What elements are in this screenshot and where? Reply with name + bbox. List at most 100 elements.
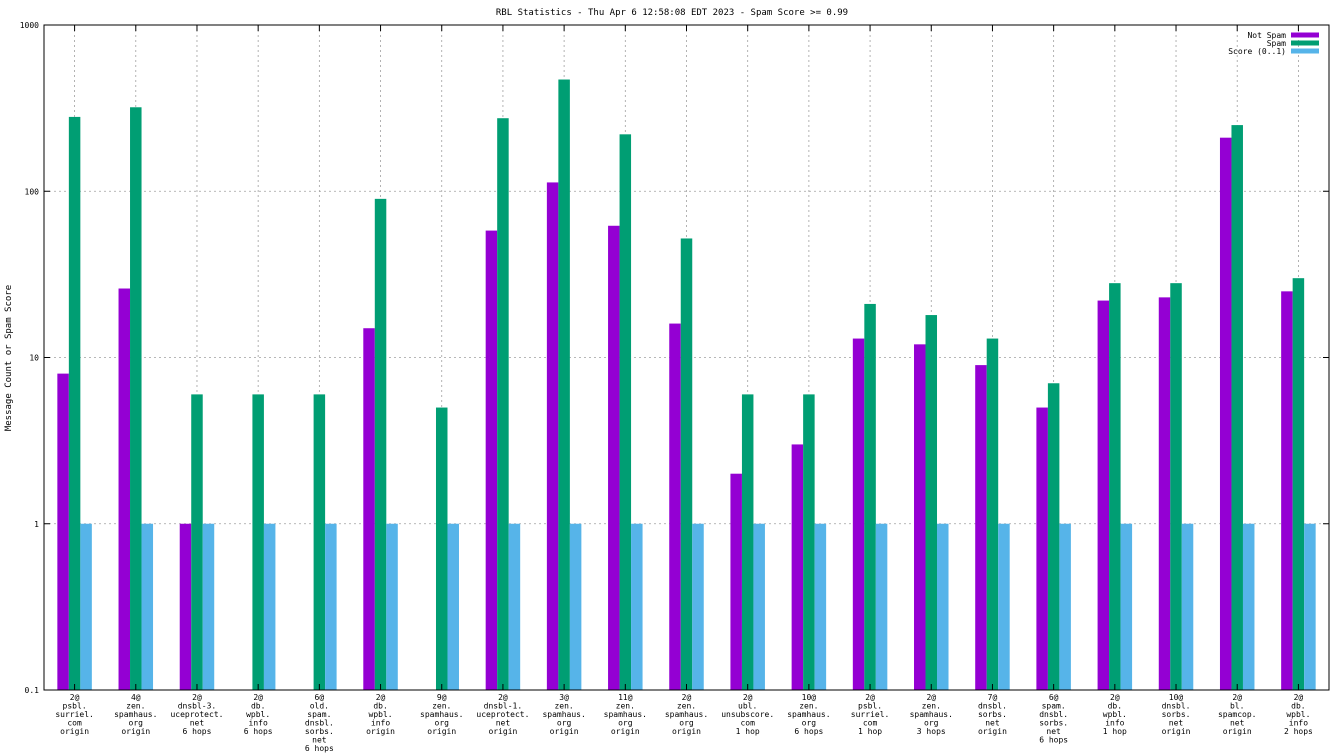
x-category-label: origin [611, 727, 640, 736]
bar-spam [1047, 383, 1060, 690]
x-category-label: net [1169, 719, 1184, 728]
bar-not-spam [57, 373, 69, 690]
x-category-label: org [557, 719, 572, 728]
bar-score [1059, 523, 1071, 690]
y-tick-label: 1 [34, 520, 39, 529]
x-category-label: 2 hops [1284, 727, 1313, 736]
x-category-label: origin [427, 727, 456, 736]
x-category-label: 6@ [315, 693, 325, 702]
bar-spam [1292, 278, 1305, 690]
x-category-label: origin [978, 727, 1007, 736]
x-category-label: origin [488, 727, 517, 736]
x-category-label: zen. [432, 702, 451, 711]
bar-spam [435, 407, 448, 690]
bar-not-spam [669, 323, 681, 690]
bar-not-spam [1097, 300, 1110, 690]
x-category-label: dnsbl-1. [484, 702, 523, 711]
bar-not-spam [730, 473, 742, 690]
x-category-label: spamhaus. [787, 710, 830, 719]
bar-spam [1109, 283, 1121, 690]
x-category-label: 2@ [743, 693, 753, 702]
x-category-label: 6 hops [244, 727, 273, 736]
x-category-label: 2@ [376, 693, 386, 702]
x-category-label: wpbl. [1103, 710, 1127, 719]
x-category-label: bl. [1230, 702, 1244, 711]
x-category-label: 6 hops [183, 727, 212, 736]
x-category-label: psbl. [63, 702, 87, 711]
y-tick-label: 0.1 [25, 686, 40, 695]
x-category-label: 10@ [1169, 693, 1184, 702]
bar-not-spam [1036, 407, 1048, 690]
bar-score [631, 523, 643, 690]
x-category-label: 4@ [131, 693, 141, 702]
x-category-label: zen. [677, 702, 696, 711]
x-category-label: 1 hop [858, 727, 882, 736]
x-category-label: 9@ [437, 693, 447, 702]
legend-label: Spam [1267, 39, 1286, 48]
x-category-label: spamhaus. [910, 710, 953, 719]
x-category-label: origin [1223, 727, 1252, 736]
bar-spam [497, 118, 509, 690]
y-tick-label: 10 [29, 354, 39, 363]
x-category-label: ubl. [738, 702, 757, 711]
x-category-label: net [312, 736, 327, 745]
x-category-label: wpbl. [1286, 710, 1310, 719]
x-category-label: net [985, 719, 1000, 728]
x-category-label: net [1046, 727, 1061, 736]
x-category-label: org [618, 719, 633, 728]
bar-score [386, 523, 398, 690]
x-category-label: 1 hop [1103, 727, 1127, 736]
bar-spam [986, 338, 999, 690]
bar-score [569, 523, 582, 690]
x-category-label: 2@ [253, 693, 263, 702]
x-category-label: com [740, 719, 755, 728]
x-category-label: net [1230, 719, 1245, 728]
x-category-label: old. [310, 702, 329, 711]
x-category-label: 2@ [1110, 693, 1120, 702]
bar-not-spam [852, 338, 865, 690]
bar-layer [57, 79, 1316, 691]
bar-score [753, 523, 765, 690]
x-category-label: 11@ [618, 693, 633, 702]
x-category-label: org [924, 719, 939, 728]
x-category-label: wpbl. [369, 710, 393, 719]
x-category-label: 1 hop [736, 727, 760, 736]
x-category-label: sorbs. [1039, 719, 1068, 728]
x-category-label: origin [550, 727, 579, 736]
bar-score [875, 523, 888, 690]
bar-spam [925, 315, 938, 690]
x-category-label: surriel. [851, 710, 890, 719]
bar-spam [1231, 125, 1243, 691]
bar-spam [803, 394, 815, 690]
bar-score [202, 523, 215, 690]
bar-score [508, 523, 521, 690]
bar-not-spam [118, 288, 131, 690]
chart-title: RBL Statistics - Thu Apr 6 12:58:08 EDT … [496, 8, 848, 18]
x-category-label: 6 hops [794, 727, 823, 736]
x-category-label: spamhaus. [114, 710, 157, 719]
bar-score [141, 523, 154, 690]
x-category-label: 2@ [192, 693, 202, 702]
x-category-label: zen. [616, 702, 635, 711]
bar-not-spam [914, 344, 926, 690]
x-category-label: org [435, 719, 450, 728]
x-category-label: com [863, 719, 878, 728]
x-category-label: dnsbl. [1039, 710, 1068, 719]
x-category-label: origin [672, 727, 701, 736]
bar-not-spam [1281, 291, 1293, 690]
x-category-label: psbl. [858, 702, 882, 711]
axis-layer: 10001001010.12@psbl.surriel.comorigin4@z… [20, 21, 1330, 753]
x-category-label: info [1289, 719, 1308, 728]
x-category-label: db. [1108, 702, 1122, 711]
x-category-label: zen. [799, 702, 818, 711]
x-category-label: org [129, 719, 144, 728]
x-category-label: info [249, 719, 268, 728]
y-axis-label: Message Count or Spam Score [4, 285, 14, 431]
x-category-label: 6 hops [305, 744, 334, 753]
x-category-label: origin [366, 727, 395, 736]
x-category-label: dnsbl. [1162, 702, 1191, 711]
bar-not-spam [1219, 137, 1232, 691]
x-category-label: 10@ [802, 693, 817, 702]
bar-spam [252, 394, 264, 690]
x-category-label: 2@ [682, 693, 692, 702]
